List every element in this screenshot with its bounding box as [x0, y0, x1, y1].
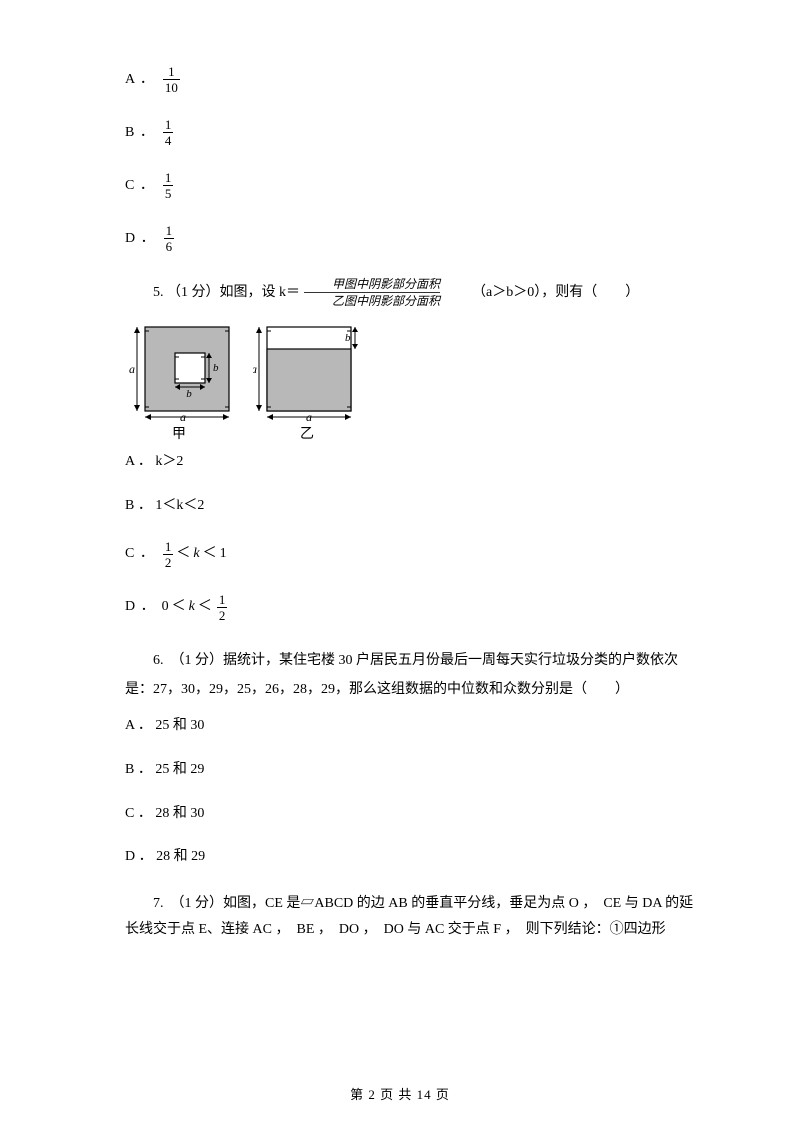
inequality-expr: 12 ＜k＜1 [161, 540, 227, 569]
option-prefix: B ． [125, 123, 155, 143]
q5-option-a: A ． k＞2 [125, 452, 695, 472]
svg-text:a: a [129, 362, 135, 376]
svg-text:b: b [213, 362, 219, 374]
inequality-expr: 0＜k＜ 12 [162, 593, 228, 622]
q5-stem: 5. （1 分）如图，设 k＝ 甲图中阴影部分面积 乙图中阴影部分面积 （a＞b… [125, 277, 695, 309]
diagram-jia: a a b b [125, 321, 235, 421]
q6-option-a: A ． 25 和 30 [125, 716, 695, 736]
svg-text:a: a [306, 410, 312, 421]
q5-option-b: B ． 1＜k＜2 [125, 496, 695, 516]
fraction: 1 6 [164, 224, 175, 253]
q5-stem-prefix: 5. （1 分）如图，设 k＝ [125, 278, 300, 307]
q5-option-c: C ． 12 ＜k＜1 [125, 540, 695, 569]
q6-option-d: D ． 28 和 29 [125, 847, 695, 867]
q5-k-fraction: 甲图中阴影部分面积 乙图中阴影部分面积 [304, 277, 440, 309]
svg-text:b: b [345, 332, 351, 344]
q4-option-b: B ． 1 4 [125, 118, 695, 147]
q5-figures: a a b b 甲 [125, 321, 695, 445]
q6-option-b: B ． 25 和 29 [125, 760, 695, 780]
q4-option-d: D ． 1 6 [125, 224, 695, 253]
q4-option-a: A ． 1 10 [125, 65, 695, 94]
q7-stem: 7. （1 分）如图，CE 是▱ABCD 的边 AB 的垂直平分线，垂足为点 O… [125, 891, 695, 944]
q5-option-d: D ． 0＜k＜ 12 [125, 593, 695, 622]
figure-yi: a a b 乙 [253, 321, 363, 445]
q4-option-c: C ． 1 5 [125, 171, 695, 200]
option-prefix: D ． [125, 229, 156, 249]
diagram-yi: a a b [253, 321, 363, 421]
fraction: 1 5 [163, 171, 174, 200]
q5-stem-suffix: （a＞b＞0），则有（ ） [444, 278, 639, 307]
page-footer: 第 2 页 共 14 页 [0, 1086, 800, 1104]
figure-jia: a a b b 甲 [125, 321, 235, 445]
svg-text:b: b [186, 388, 192, 400]
figure-label-yi: 乙 [300, 425, 316, 445]
option-prefix: C ． [125, 176, 155, 196]
option-prefix: A ． [125, 70, 155, 90]
fraction: 1 4 [163, 118, 174, 147]
figure-label-jia: 甲 [172, 425, 188, 445]
q6-stem: 6. （1 分）据统计，某住宅楼 30 户居民五月份最后一周每天实行垃圾分类的户… [125, 646, 695, 705]
svg-text:a: a [253, 362, 257, 376]
q6-option-c: C ． 28 和 30 [125, 804, 695, 824]
fraction: 1 10 [163, 65, 180, 94]
svg-text:a: a [180, 410, 186, 421]
exam-page: A ． 1 10 B ． 1 4 C ． 1 5 D ． 1 6 5. （1 分… [0, 0, 800, 1132]
